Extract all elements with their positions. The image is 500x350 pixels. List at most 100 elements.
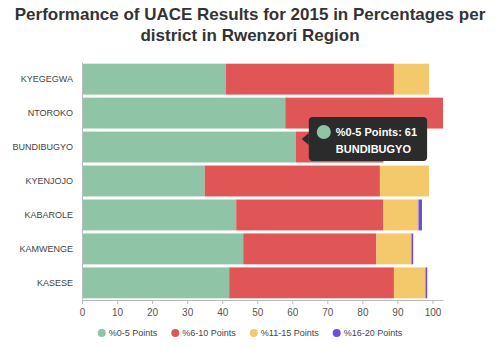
bar[interactable]: [425, 267, 427, 298]
tick-label: 10: [112, 307, 124, 318]
tooltip: %0-5 Points: 61 BUNDIBUGYO: [302, 117, 427, 161]
axis-line: [83, 300, 444, 301]
bar[interactable]: [418, 200, 422, 231]
bar[interactable]: [82, 267, 229, 298]
legend-swatch: [171, 329, 179, 337]
bar[interactable]: [82, 98, 285, 129]
bar[interactable]: [443, 98, 444, 129]
title-line: district in Rwenzori Region: [140, 26, 359, 45]
title: Performance of UACE Results for 2015 in …: [15, 5, 486, 45]
x-axis: 0 10 20 30 40 50 60 70 80 90 100: [80, 300, 444, 318]
tooltip-box: [309, 117, 427, 161]
bar[interactable]: [82, 166, 205, 197]
category-label: KASESE: [37, 278, 73, 288]
tick: 100: [425, 300, 442, 318]
axis-line: [82, 63, 83, 301]
tooltip-text: %0-5 Points: 61: [336, 126, 417, 138]
tick-mark: [327, 300, 328, 304]
category-label: KABAROLE: [24, 210, 73, 220]
category-label: NTOROKO: [28, 108, 73, 118]
bars: [82, 64, 443, 299]
bar[interactable]: [82, 200, 236, 231]
tick: 50: [252, 300, 264, 318]
tick-mark: [257, 300, 258, 304]
tick: 80: [357, 300, 369, 318]
tick-mark: [432, 300, 433, 304]
tick: 0: [80, 300, 86, 318]
tooltip-pointer: [302, 133, 309, 145]
bar[interactable]: [376, 233, 411, 264]
bar[interactable]: [394, 267, 426, 298]
bar[interactable]: [428, 64, 429, 95]
tick-label: 70: [322, 307, 334, 318]
tick-mark: [152, 300, 153, 304]
tick: KYEGEGWA: [21, 74, 82, 84]
tick-mark: [222, 300, 223, 304]
bar[interactable]: [82, 132, 296, 163]
series: [411, 200, 427, 299]
tick: 40: [217, 300, 229, 318]
tooltip-label: BUNDIBUGYO: [336, 143, 412, 155]
series: [376, 64, 429, 299]
legend-label: %0-5 Points: [109, 328, 158, 338]
tick-label: 50: [252, 307, 264, 318]
series: [205, 64, 443, 299]
tick-label: 60: [287, 307, 299, 318]
tick: KASESE: [37, 278, 82, 288]
chart: Performance of UACE Results for 2015 in …: [0, 0, 500, 350]
tick-label: 40: [217, 307, 229, 318]
title-line: Performance of UACE Results for 2015 in …: [15, 5, 486, 24]
tick: NTOROKO: [28, 108, 82, 118]
tick: 30: [182, 300, 194, 318]
tick: 20: [147, 300, 159, 318]
tick-label: 30: [182, 307, 194, 318]
bar[interactable]: [243, 233, 376, 264]
bar[interactable]: [229, 267, 394, 298]
tick-mark: [292, 300, 293, 304]
tick-mark: [187, 300, 188, 304]
tooltip-swatch: [317, 125, 331, 139]
tick-label: 80: [357, 307, 369, 318]
bar[interactable]: [443, 98, 444, 129]
category-label: KYENJOJO: [25, 176, 73, 186]
tick-mark: [362, 300, 363, 304]
bar[interactable]: [226, 64, 394, 95]
category-label: KYEGEGWA: [21, 74, 73, 84]
bar[interactable]: [394, 64, 429, 95]
tick-mark: [117, 300, 118, 304]
tick: BUNDIBUGYO: [12, 142, 82, 152]
tick-label: 90: [392, 307, 404, 318]
tick: 70: [322, 300, 334, 318]
tick: 60: [287, 300, 299, 318]
tick: 10: [112, 300, 124, 318]
legend-label: %11-15 Points: [261, 328, 319, 338]
bar[interactable]: [205, 166, 380, 197]
tick: 90: [392, 300, 404, 318]
bar[interactable]: [383, 200, 418, 231]
tick-label: 20: [147, 307, 159, 318]
legend: %0-5 Points %6-10 Points %11-15 Points %16-…: [98, 328, 403, 338]
bar[interactable]: [236, 200, 383, 231]
bar[interactable]: [380, 166, 429, 197]
legend-item[interactable]: %16-20 Points: [333, 328, 403, 338]
tick: KYENJOJO: [25, 176, 82, 186]
bar[interactable]: [82, 233, 243, 264]
category-label: KAMWENGE: [19, 244, 73, 254]
legend-item[interactable]: %0-5 Points: [98, 328, 158, 338]
legend-swatch: [98, 329, 106, 337]
legend-swatch: [250, 329, 258, 337]
legend-item[interactable]: %11-15 Points: [250, 328, 319, 338]
category-label: BUNDIBUGYO: [12, 142, 73, 152]
legend-label: %16-20 Points: [344, 328, 403, 338]
bar[interactable]: [82, 64, 226, 95]
bar[interactable]: [428, 166, 429, 197]
tick-mark: [82, 300, 83, 304]
legend-label: %6-10 Points: [182, 328, 236, 338]
plot: 0 10 20 30 40 50 60 70 80 90 100 KYEGEGWA NTOROKO BUN…: [12, 63, 443, 319]
legend-item[interactable]: %6-10 Points: [171, 328, 236, 338]
bar[interactable]: [411, 233, 413, 264]
tick: KABAROLE: [24, 210, 82, 220]
tick-label: 100: [425, 307, 442, 318]
tick: KAMWENGE: [19, 244, 82, 254]
legend-swatch: [333, 329, 341, 337]
